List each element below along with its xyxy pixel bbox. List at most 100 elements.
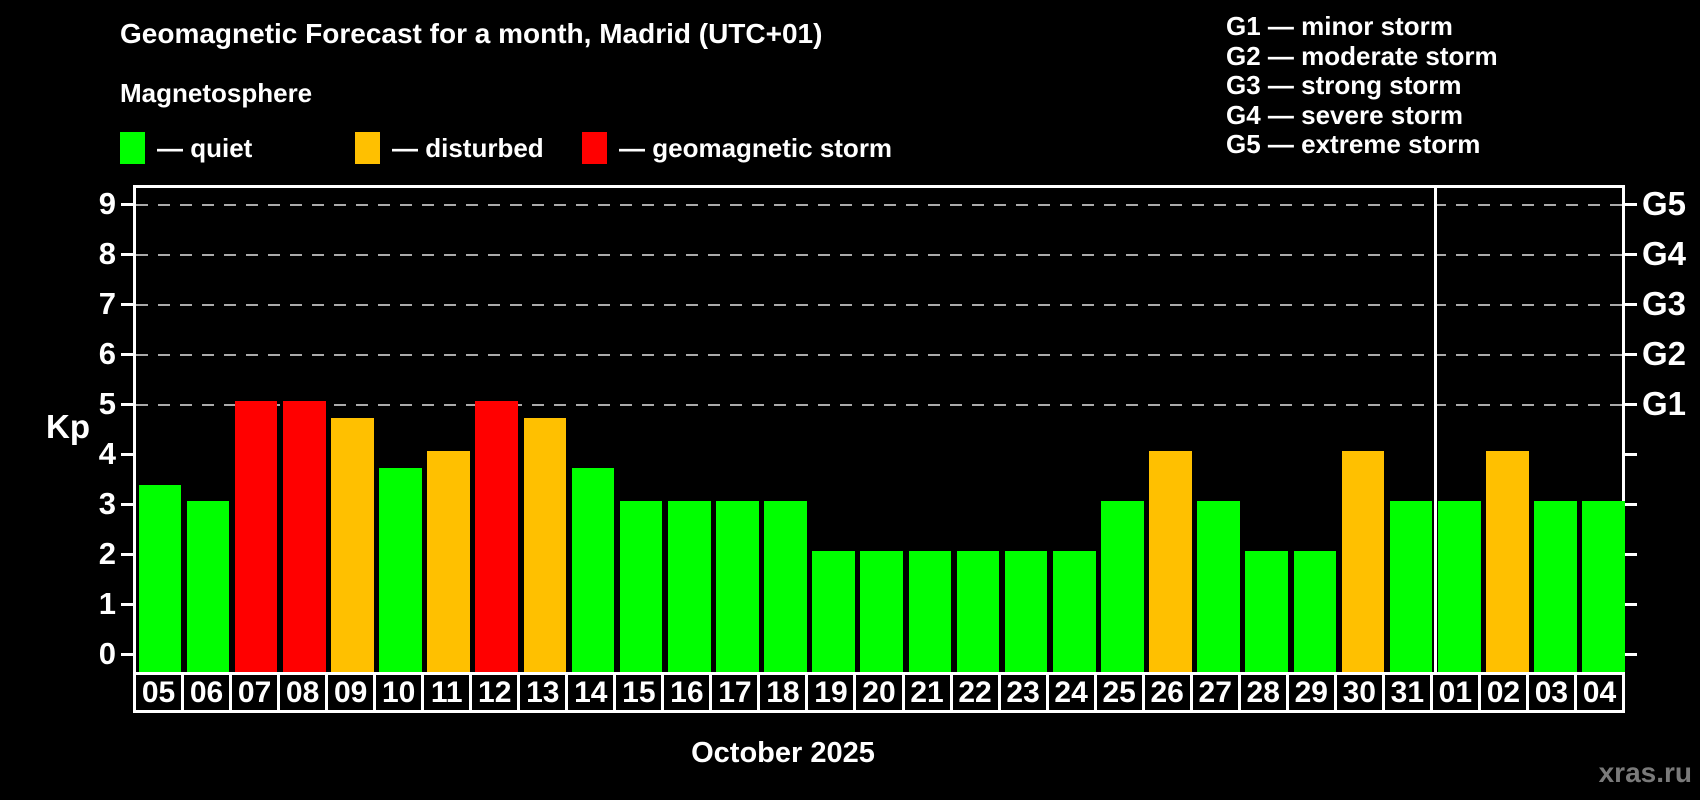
right-axis-label-g2: G2 xyxy=(1642,335,1687,372)
bar-day-18 xyxy=(764,501,807,672)
bar-day-15 xyxy=(619,501,663,672)
date-label-23: 23 xyxy=(997,672,1049,713)
date-label-26: 26 xyxy=(1141,672,1193,713)
bar-day-11 xyxy=(427,451,470,672)
y-axis-title: Kp xyxy=(46,408,90,445)
bar-day-22 xyxy=(956,551,1000,672)
date-label-27: 27 xyxy=(1189,672,1241,713)
y-axis-tick-label-8: 8 xyxy=(98,236,116,271)
left-tick-kp-7 xyxy=(121,303,134,306)
left-tick-kp-8 xyxy=(121,253,134,256)
legend-item-quiet: — quiet xyxy=(120,131,252,165)
date-label-22: 22 xyxy=(949,672,1001,713)
date-label-24: 24 xyxy=(1045,672,1097,713)
month-label: October 2025 xyxy=(691,737,875,769)
watermark: xras.ru xyxy=(1598,757,1692,788)
gridline-kp-8 xyxy=(136,254,1622,256)
date-label-30: 30 xyxy=(1333,672,1385,713)
right-tick-kp-8 xyxy=(1624,253,1637,256)
bar-day-21 xyxy=(908,551,952,672)
gridline-kp-5 xyxy=(136,404,1622,406)
date-label-01: 01 xyxy=(1429,672,1481,713)
date-label-31: 31 xyxy=(1381,672,1433,713)
date-label-07: 07 xyxy=(229,672,281,713)
bar-day-08 xyxy=(282,401,326,672)
legend-swatch-disturbed xyxy=(355,132,380,164)
date-label-16: 16 xyxy=(661,672,713,713)
chart-subtitle: Magnetosphere xyxy=(120,78,313,108)
date-label-14: 14 xyxy=(565,672,617,713)
date-label-02: 02 xyxy=(1477,672,1529,713)
left-tick-kp-9 xyxy=(121,203,134,206)
y-axis-tick-label-5: 5 xyxy=(98,386,116,421)
storm-scale-line: G2 — moderate storm xyxy=(1226,40,1498,71)
date-label-21: 21 xyxy=(901,672,953,713)
bar-day-01 xyxy=(1437,501,1481,672)
bar-day-31 xyxy=(1389,501,1433,672)
date-label-08: 08 xyxy=(277,672,329,713)
y-axis-tick-label-6: 6 xyxy=(98,336,116,371)
y-axis-tick-label-0: 0 xyxy=(98,636,116,671)
right-tick-kp-0 xyxy=(1624,653,1637,656)
bar-day-06 xyxy=(186,501,230,672)
legend-item-storm: — geomagnetic storm xyxy=(582,131,892,165)
month-separator-line xyxy=(1433,188,1437,672)
left-tick-kp-4 xyxy=(121,453,134,456)
date-axis: 05 06 07 08 09 10 11 12 13 14 15 16 17 18 19 20 21 22 23 24… xyxy=(133,672,1625,713)
bar-day-14 xyxy=(571,467,615,672)
y-axis-tick-label-7: 7 xyxy=(98,286,116,321)
date-label-11: 11 xyxy=(421,672,473,713)
legend-item-disturbed: — disturbed xyxy=(355,131,544,165)
right-axis-label-g4: G4 xyxy=(1642,235,1687,272)
bar-day-03 xyxy=(1534,501,1577,672)
bar-day-30 xyxy=(1341,451,1385,672)
bar-day-17 xyxy=(716,501,759,672)
bar-day-09 xyxy=(331,417,374,672)
y-axis-tick-label-2: 2 xyxy=(98,536,116,571)
date-label-29: 29 xyxy=(1285,672,1337,713)
bar-day-07 xyxy=(234,401,278,672)
gridline-kp-9 xyxy=(136,204,1622,206)
plot-area: G1 G2 G3 G4 G5 0 1 2 3 4 5 6 7 8 9 xyxy=(99,185,1686,672)
date-label-06: 06 xyxy=(181,672,233,713)
left-tick-kp-2 xyxy=(121,553,134,556)
storm-scale-line: G5 — extreme storm xyxy=(1226,129,1481,159)
storm-scale-line: G4 — severe storm xyxy=(1226,99,1464,130)
bar-day-25 xyxy=(1101,501,1144,672)
bar-day-26 xyxy=(1149,451,1192,672)
date-label-17: 17 xyxy=(709,672,761,713)
right-tick-kp-2 xyxy=(1624,553,1637,556)
date-label-18: 18 xyxy=(757,672,809,713)
left-tick-kp-6 xyxy=(121,353,134,356)
bar-day-12 xyxy=(475,401,519,672)
storm-scale-line: G3 — strong storm xyxy=(1226,70,1462,100)
bar-day-10 xyxy=(379,467,422,672)
bar-day-19 xyxy=(812,551,855,672)
date-label-03: 03 xyxy=(1525,672,1577,713)
storm-scale-legend: G1 — minor storm G2 — moderate storm G3 — … xyxy=(1226,11,1498,160)
right-axis-label-g1: G1 xyxy=(1642,385,1687,422)
bar-day-28 xyxy=(1245,551,1289,672)
bar-day-05 xyxy=(138,484,182,672)
date-label-13: 13 xyxy=(517,672,569,713)
right-axis-label-g3: G3 xyxy=(1642,285,1687,322)
date-label-05: 05 xyxy=(133,672,185,713)
left-tick-kp-5 xyxy=(121,403,134,406)
bar-day-29 xyxy=(1293,551,1337,672)
bar-day-16 xyxy=(667,501,711,672)
right-tick-kp-4 xyxy=(1624,453,1637,456)
bar-day-04 xyxy=(1582,501,1625,672)
date-label-28: 28 xyxy=(1237,672,1289,713)
right-axis-label-g5: G5 xyxy=(1642,185,1687,222)
bar-day-02 xyxy=(1486,451,1529,672)
gridline-kp-7 xyxy=(136,304,1622,306)
date-label-12: 12 xyxy=(469,672,521,713)
bar-day-20 xyxy=(860,551,904,672)
right-tick-kp-7 xyxy=(1624,303,1637,306)
left-tick-kp-3 xyxy=(121,503,134,506)
date-label-19: 19 xyxy=(805,672,857,713)
legend-label: — geomagnetic storm xyxy=(619,132,893,163)
date-label-25: 25 xyxy=(1093,672,1145,713)
right-tick-kp-6 xyxy=(1624,353,1637,356)
